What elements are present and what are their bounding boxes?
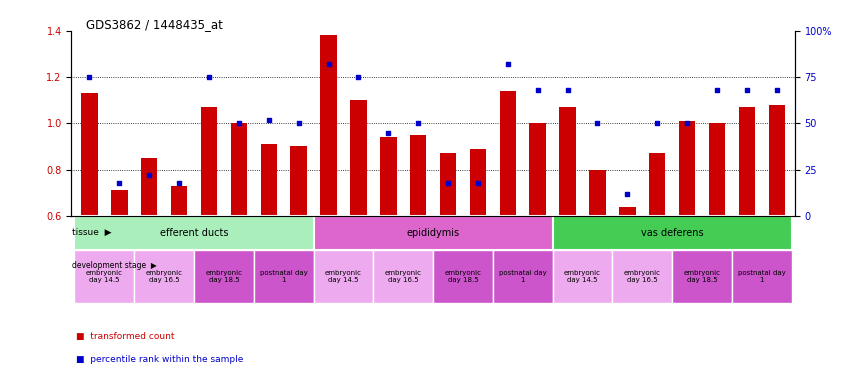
Point	[770, 87, 784, 93]
Point	[740, 87, 754, 93]
Text: tissue  ▶: tissue ▶	[72, 228, 112, 237]
Point	[680, 120, 694, 126]
Text: development stage  ▶: development stage ▶	[72, 261, 156, 270]
Point	[561, 87, 574, 93]
Bar	[75, 216, 314, 250]
Bar	[590, 170, 606, 216]
Bar	[373, 250, 433, 303]
Point	[531, 87, 544, 93]
Point	[471, 179, 484, 185]
Bar	[470, 149, 486, 216]
Text: embryonic
day 14.5: embryonic day 14.5	[86, 270, 123, 283]
Bar	[440, 153, 457, 216]
Text: embryonic
day 18.5: embryonic day 18.5	[684, 270, 721, 283]
Point	[382, 129, 395, 136]
Point	[442, 179, 455, 185]
Text: embryonic
day 16.5: embryonic day 16.5	[384, 270, 421, 283]
Point	[322, 61, 336, 67]
Bar	[672, 250, 732, 303]
Text: postnatal day
1: postnatal day 1	[499, 270, 547, 283]
Point	[82, 74, 96, 80]
Text: efferent ducts: efferent ducts	[160, 228, 228, 238]
Bar	[261, 144, 277, 216]
Bar	[738, 107, 755, 216]
Bar	[649, 153, 665, 216]
Bar	[612, 250, 672, 303]
Text: ■  percentile rank within the sample: ■ percentile rank within the sample	[76, 354, 243, 364]
Bar	[732, 250, 791, 303]
Point	[142, 172, 156, 178]
Text: embryonic
day 16.5: embryonic day 16.5	[624, 270, 661, 283]
Point	[262, 116, 276, 122]
Bar	[619, 207, 636, 216]
Text: epididymis: epididymis	[406, 228, 460, 238]
Bar	[171, 186, 188, 216]
Bar	[433, 250, 493, 303]
Text: embryonic
day 14.5: embryonic day 14.5	[564, 270, 601, 283]
Bar	[141, 158, 157, 216]
Bar	[314, 250, 373, 303]
Bar	[75, 250, 135, 303]
Bar	[553, 250, 612, 303]
Text: GDS3862 / 1448435_at: GDS3862 / 1448435_at	[86, 18, 223, 31]
Point	[232, 120, 246, 126]
Bar	[380, 137, 396, 216]
Text: embryonic
day 18.5: embryonic day 18.5	[205, 270, 242, 283]
Bar	[314, 216, 553, 250]
Bar	[709, 123, 725, 216]
Point	[202, 74, 215, 80]
Text: embryonic
day 18.5: embryonic day 18.5	[445, 270, 482, 283]
Point	[292, 120, 305, 126]
Point	[411, 120, 425, 126]
Point	[501, 61, 515, 67]
Bar	[530, 123, 546, 216]
Bar	[254, 250, 314, 303]
Bar	[493, 250, 553, 303]
Text: embryonic
day 14.5: embryonic day 14.5	[325, 270, 362, 283]
Point	[172, 179, 186, 185]
Bar	[553, 216, 791, 250]
Text: ■  transformed count: ■ transformed count	[76, 331, 174, 341]
Point	[590, 120, 604, 126]
Bar	[82, 93, 98, 216]
Point	[621, 190, 634, 197]
Bar	[201, 107, 217, 216]
Bar	[769, 105, 785, 216]
Bar	[559, 107, 576, 216]
Bar	[135, 250, 194, 303]
Bar	[111, 190, 128, 216]
Bar	[679, 121, 696, 216]
Bar	[194, 250, 254, 303]
Text: postnatal day
1: postnatal day 1	[738, 270, 785, 283]
Bar	[410, 135, 426, 216]
Point	[651, 120, 664, 126]
Bar	[500, 91, 516, 216]
Bar	[320, 35, 336, 216]
Bar	[290, 146, 307, 216]
Point	[711, 87, 724, 93]
Text: postnatal day
1: postnatal day 1	[260, 270, 308, 283]
Text: vas deferens: vas deferens	[641, 228, 704, 238]
Bar	[230, 123, 247, 216]
Bar	[350, 100, 367, 216]
Point	[352, 74, 365, 80]
Text: embryonic
day 16.5: embryonic day 16.5	[145, 270, 182, 283]
Point	[113, 179, 126, 185]
